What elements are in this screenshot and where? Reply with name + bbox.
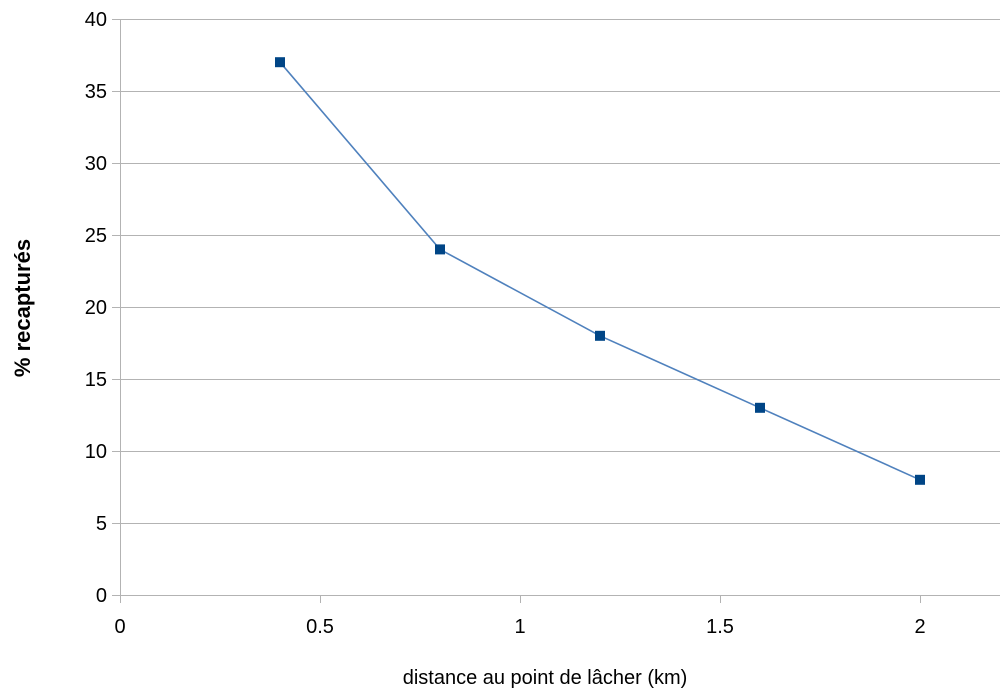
- x-axis-title: distance au point de lâcher (km): [403, 667, 688, 689]
- data-point-marker: [915, 474, 925, 485]
- y-tick-label: 35: [85, 81, 107, 103]
- y-tick-label: 25: [85, 225, 107, 247]
- y-axis-title: % recapturés: [10, 239, 35, 377]
- y-tick-label: 20: [85, 297, 107, 319]
- data-point-marker: [755, 402, 765, 413]
- axes: [112, 19, 1000, 603]
- y-tick-label: 40: [85, 9, 107, 31]
- y-tick-label: 30: [85, 153, 107, 175]
- y-tick-label: 5: [96, 513, 107, 535]
- x-tick-label: 2: [914, 616, 925, 638]
- x-tick-label: 1.5: [706, 616, 734, 638]
- y-tick-label: 0: [96, 585, 107, 607]
- x-tick-label: 0.5: [306, 616, 334, 638]
- x-tick-label: 1: [514, 616, 525, 638]
- gridlines: [120, 19, 1000, 524]
- data-point-marker: [435, 244, 445, 255]
- y-tick-label: 10: [85, 441, 107, 463]
- y-tick-labels: 0 5 10 15 20 25 30 35 40: [85, 9, 107, 607]
- series-line: [279, 61, 921, 481]
- series: [275, 57, 925, 485]
- x-tick-label: 0: [114, 616, 125, 638]
- x-tick-labels: 0 0.5 1 1.5 2: [114, 616, 925, 638]
- y-tick-label: 15: [85, 369, 107, 391]
- data-point-marker: [595, 330, 605, 341]
- data-point-marker: [275, 57, 285, 68]
